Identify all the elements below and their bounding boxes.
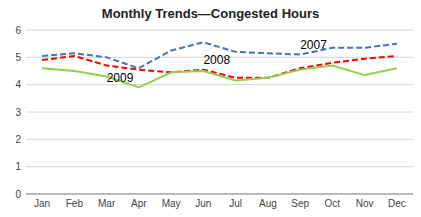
x-tick-label: Nov (356, 198, 374, 209)
series-line (42, 66, 397, 88)
annotation: 2007 (300, 38, 327, 52)
title: Monthly Trends—Congested Hours (102, 6, 319, 21)
y-tick-label: 1 (15, 161, 21, 172)
y-tick-label: 5 (15, 52, 21, 63)
x-tick-label: Jul (229, 198, 242, 209)
annotation: 2008 (203, 53, 230, 67)
x-tick-label: Jan (34, 198, 50, 209)
grid-line (26, 139, 413, 140)
grid-line (26, 166, 413, 167)
lines (42, 42, 397, 87)
grid-line (26, 30, 413, 31)
y-tick-label: 4 (15, 79, 21, 90)
y-tick-label: 6 (15, 25, 21, 36)
x-tick-label: May (162, 198, 181, 209)
y-tick-label: 3 (15, 107, 21, 118)
x-tick-label: Aug (259, 198, 277, 209)
x-tick-label: Dec (388, 198, 406, 209)
x-tick-label: Sep (291, 198, 309, 209)
x-tick-label: Mar (98, 198, 116, 209)
x-axis-line (26, 194, 413, 195)
x-tick-label: Jun (195, 198, 211, 209)
y-tick-label: 2 (15, 134, 21, 145)
series-line (42, 42, 397, 68)
x-tick-label: Oct (325, 198, 341, 209)
annotation: 2009 (107, 71, 134, 85)
grid-line (26, 194, 413, 195)
chart: Monthly Trends—Congested Hours 0 1 2 3 4 5 6 Jan… (0, 0, 421, 217)
y-tick-label: 0 (15, 189, 21, 200)
grid (26, 30, 413, 194)
grid-line (26, 112, 413, 113)
grid-line (26, 84, 413, 85)
x-tick-label: Feb (66, 198, 84, 209)
x-tick-label: Apr (131, 198, 147, 209)
